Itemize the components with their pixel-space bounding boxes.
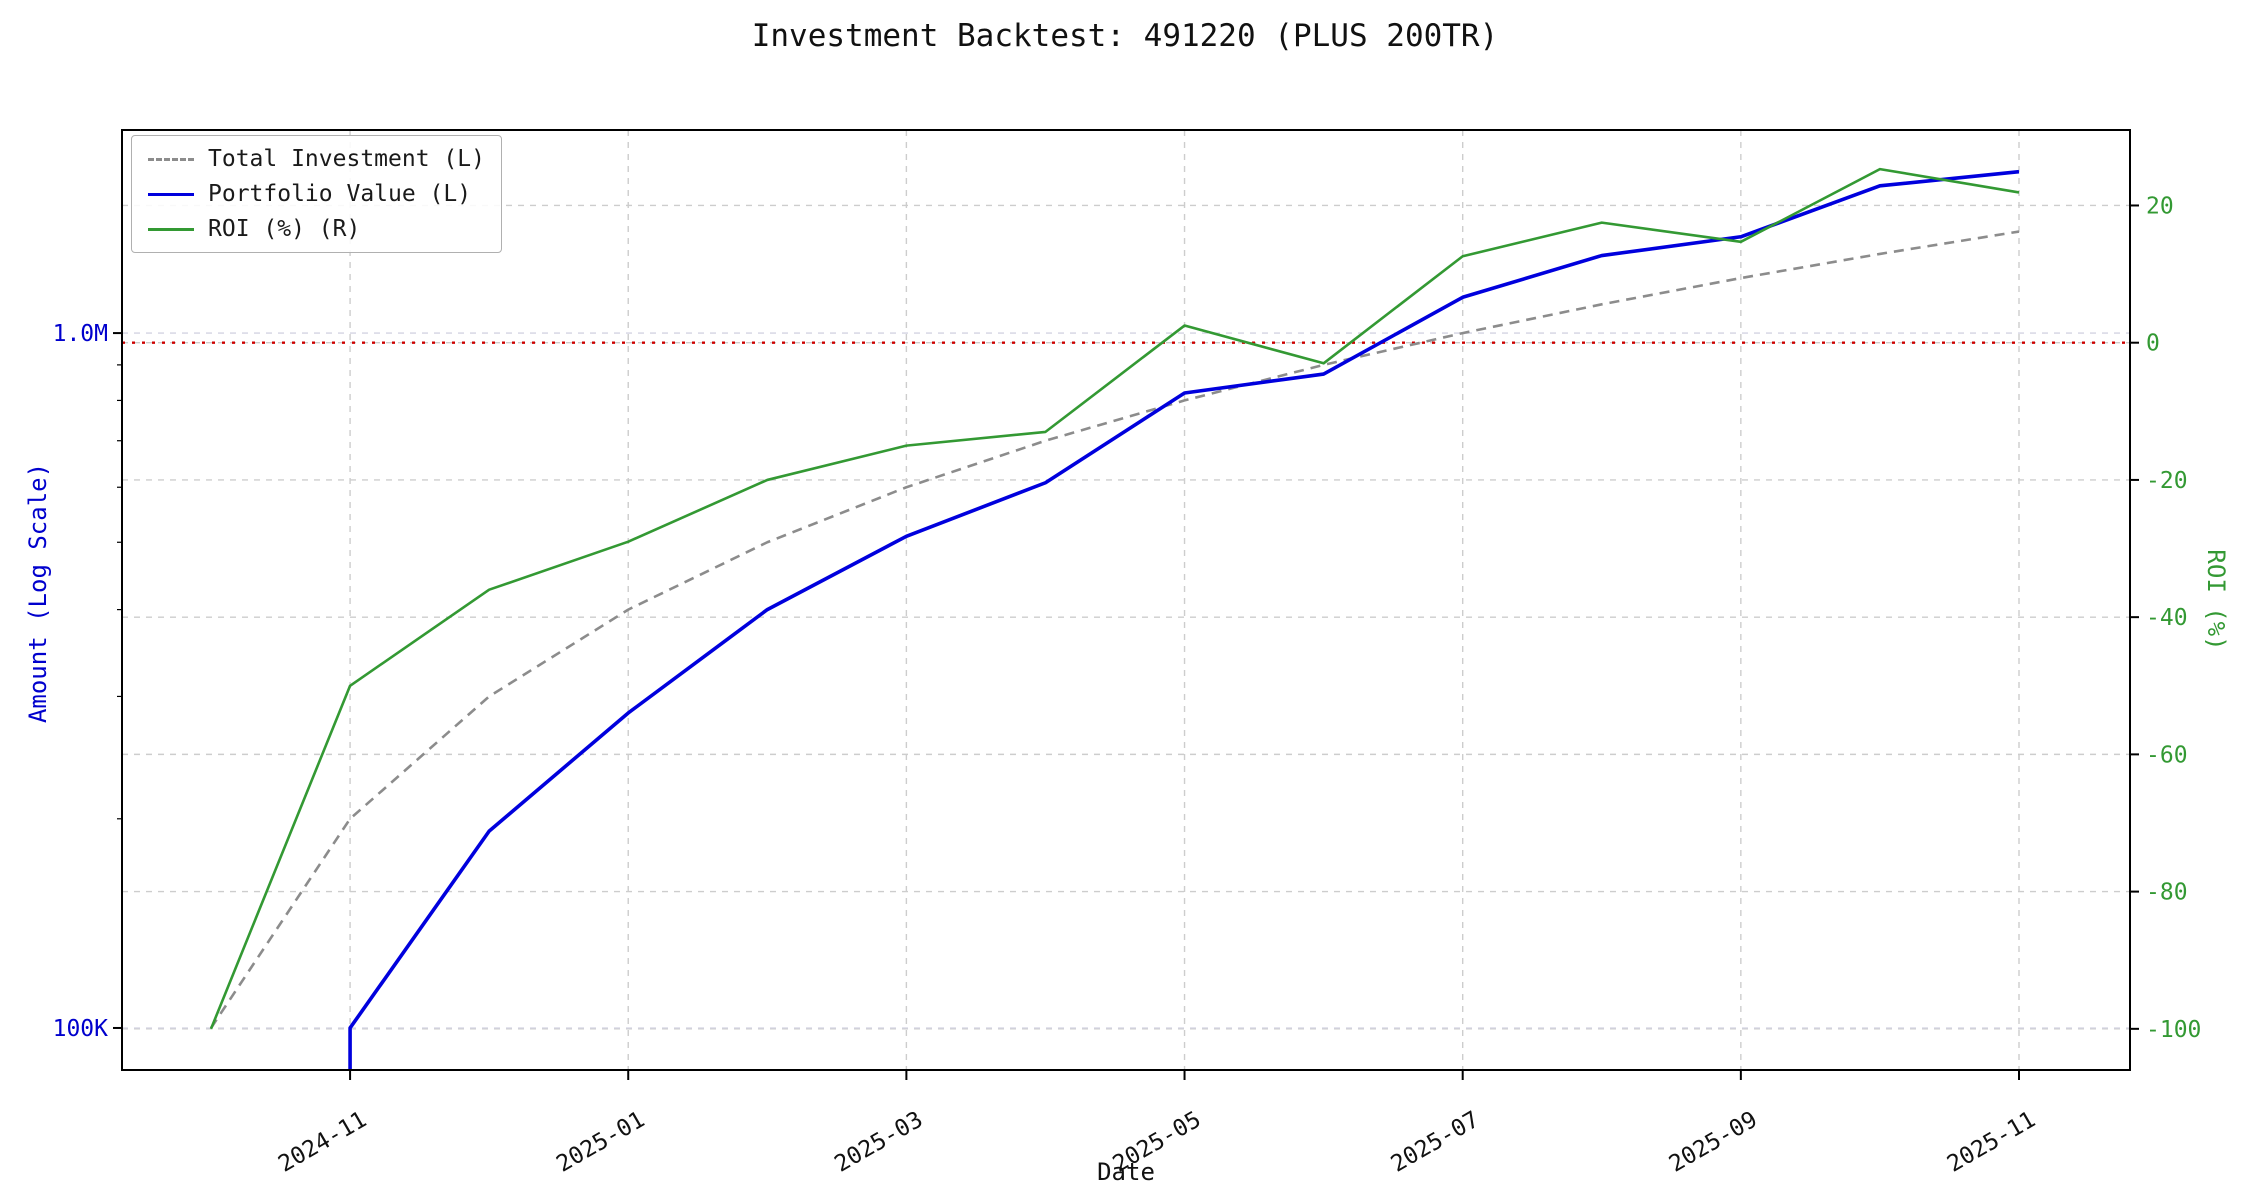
y-right-tick-label: 20 bbox=[2146, 193, 2174, 219]
chart-title: Investment Backtest: 491220 (PLUS 200TR) bbox=[751, 18, 1499, 54]
x-axis-label: Date bbox=[1097, 1158, 1155, 1186]
legend-line-sample-roi bbox=[148, 227, 194, 231]
y-right-tick-label: -40 bbox=[2146, 605, 2188, 631]
y-left-tick-label: 1.0M bbox=[53, 321, 108, 347]
legend-label-total-investment: Total Investment (L) bbox=[208, 146, 485, 172]
legend-line-sample-portfolio-value bbox=[148, 192, 194, 196]
legend-item-portfolio-value: Portfolio Value (L) bbox=[148, 181, 485, 207]
y-right-tick-label: -80 bbox=[2146, 880, 2188, 906]
legend-label-roi: ROI (%) (R) bbox=[208, 216, 361, 242]
x-tick-label: 2025-03 bbox=[830, 1107, 927, 1178]
y-axis-label-right: ROI (%) bbox=[2202, 549, 2230, 651]
y-left-tick-label: 100K bbox=[53, 1016, 109, 1042]
plot-border bbox=[121, 129, 2131, 1071]
x-tick-label: 2025-09 bbox=[1665, 1107, 1762, 1178]
legend: Total Investment (L) Portfolio Value (L)… bbox=[131, 135, 502, 253]
x-tick-label: 2025-11 bbox=[1943, 1107, 2040, 1178]
y-right-tick-label: -20 bbox=[2146, 468, 2188, 494]
legend-label-portfolio-value: Portfolio Value (L) bbox=[208, 181, 472, 207]
total-investment-line bbox=[209, 230, 2020, 1029]
x-tick-label: 2025-01 bbox=[552, 1107, 649, 1178]
legend-item-roi: ROI (%) (R) bbox=[148, 216, 485, 242]
legend-line-sample-total-investment bbox=[148, 157, 194, 161]
y-right-tick-label: -100 bbox=[2146, 1017, 2201, 1043]
roi-line bbox=[209, 167, 2020, 1030]
plot-background bbox=[122, 130, 2130, 1070]
y-right-tick-label: 0 bbox=[2146, 331, 2160, 357]
x-tick-label: 2024-11 bbox=[274, 1107, 371, 1178]
y-right-tick-label: -60 bbox=[2146, 742, 2188, 768]
x-tick-label: 2025-07 bbox=[1387, 1107, 1484, 1178]
legend-item-total-investment: Total Investment (L) bbox=[148, 146, 485, 172]
y-axis-label-left: Amount (Log Scale) bbox=[24, 462, 52, 724]
